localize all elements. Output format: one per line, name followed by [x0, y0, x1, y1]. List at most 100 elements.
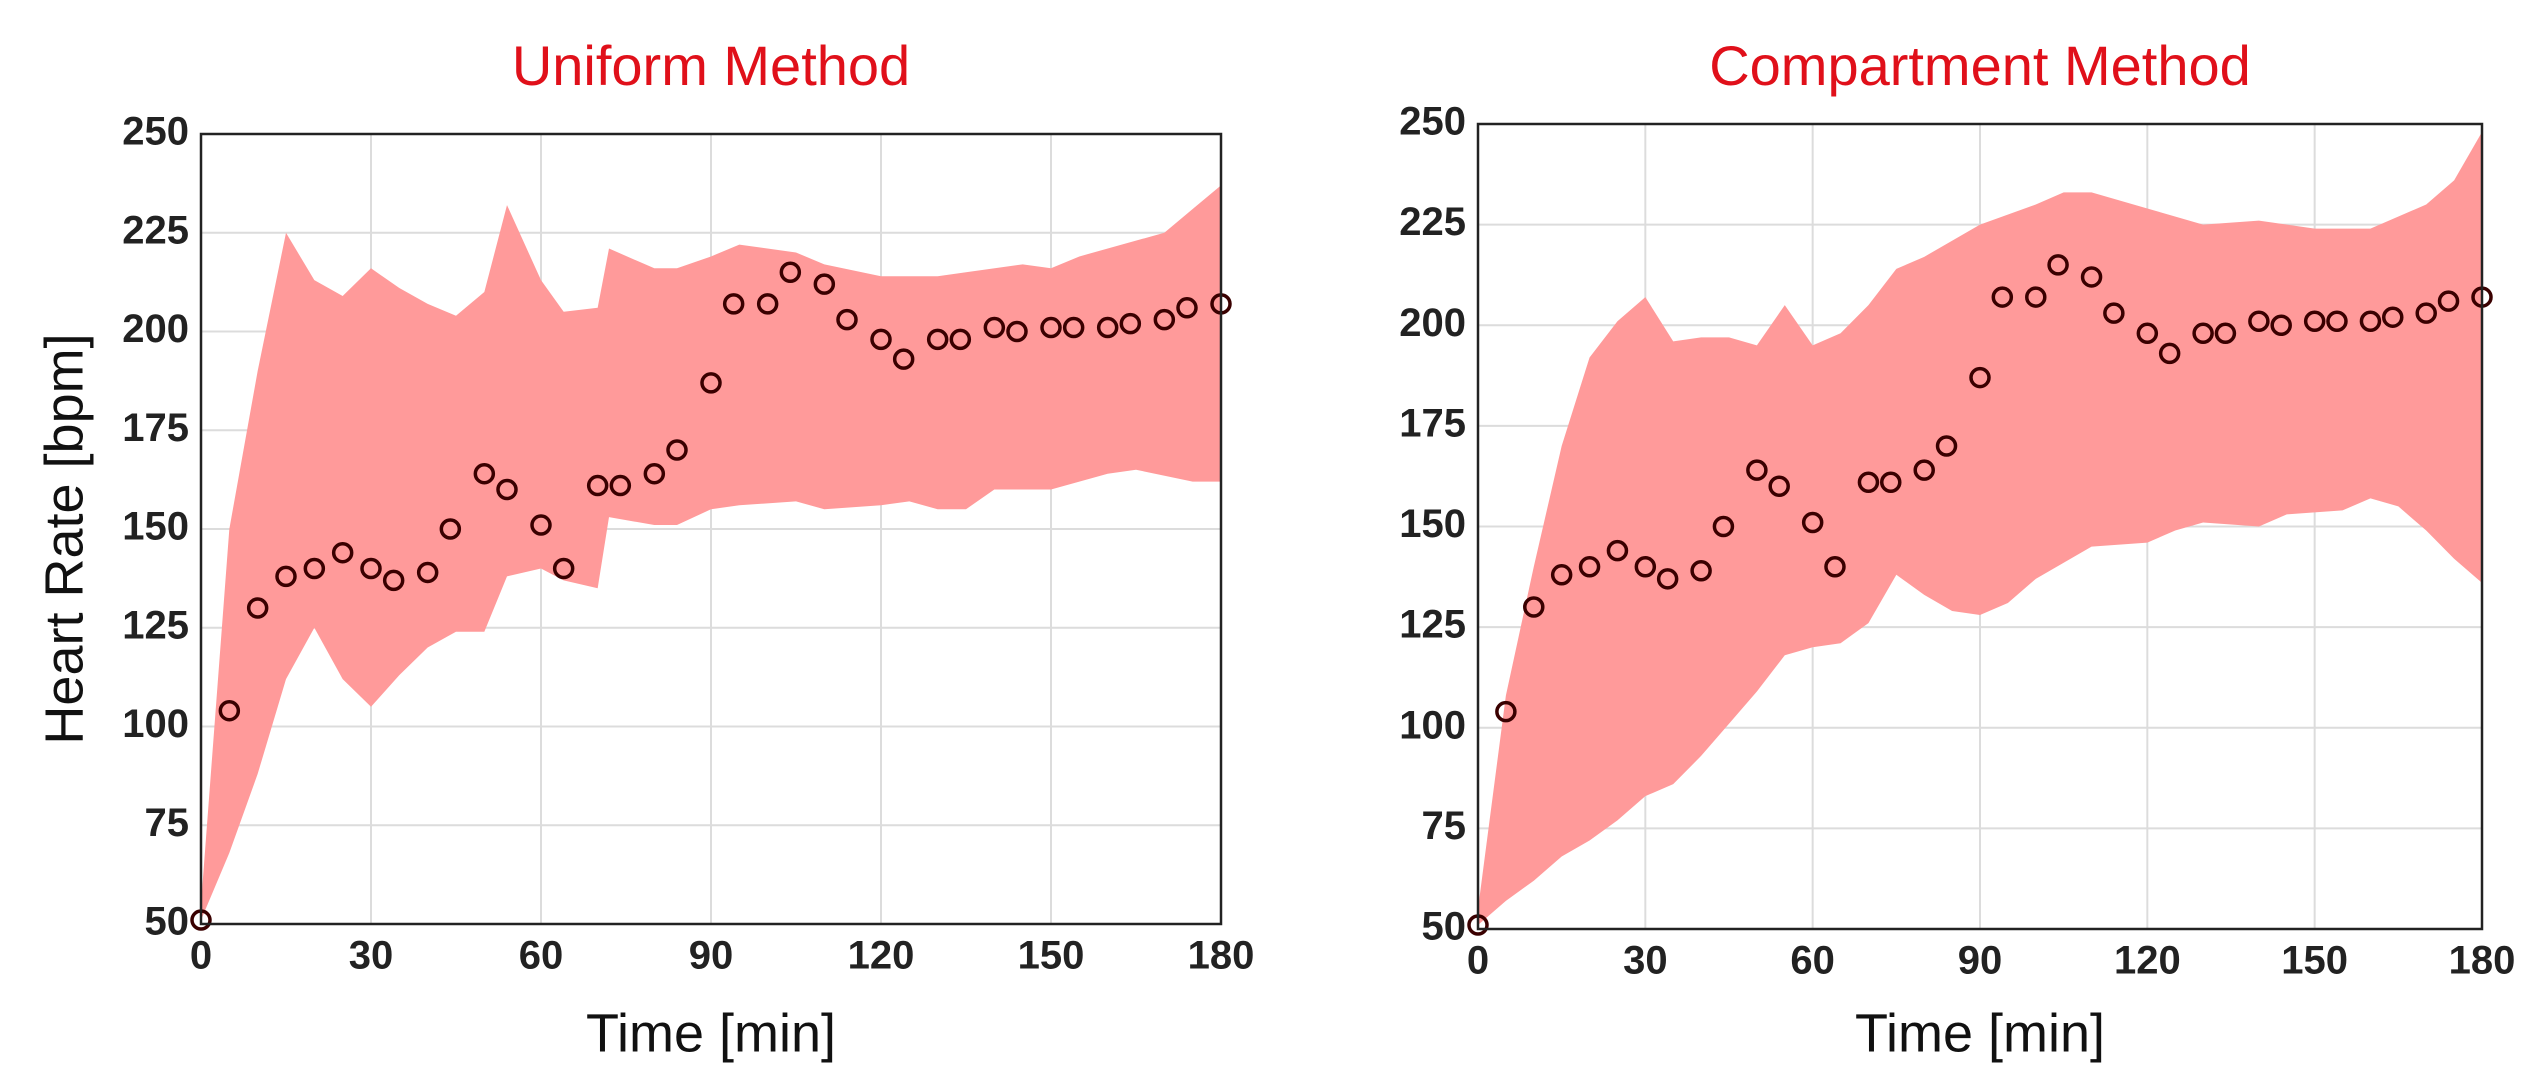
y-tick-label: 150	[1399, 502, 1466, 546]
point	[360, 557, 382, 580]
point	[836, 308, 858, 331]
point	[218, 699, 241, 722]
point	[496, 478, 518, 501]
point	[2270, 314, 2292, 336]
point	[416, 561, 439, 584]
y-tick-label: 250	[122, 110, 189, 154]
point	[700, 372, 722, 394]
y-tick-label: 75	[145, 801, 190, 845]
y-tick-label: 225	[122, 208, 189, 252]
point	[331, 541, 354, 564]
point	[1857, 471, 1880, 493]
y-tick-label: 225	[1399, 200, 1466, 244]
y-tick-label: 125	[1399, 603, 1466, 647]
point	[2437, 290, 2460, 312]
point	[1523, 596, 1545, 618]
y-axis-label: Heart Rate [bpm]	[34, 333, 94, 744]
x-tick-label: 0	[190, 934, 212, 978]
point	[1153, 308, 1176, 331]
y-tick-label: 200	[122, 307, 189, 351]
point	[1096, 316, 1119, 339]
point	[2192, 322, 2214, 345]
point	[246, 597, 269, 619]
point	[1119, 312, 1142, 335]
x-tick-label: 120	[2114, 939, 2181, 983]
y-tick-label: 100	[122, 702, 189, 746]
point	[1040, 316, 1062, 339]
point	[2158, 342, 2181, 365]
point	[1062, 316, 1085, 339]
x-tick-label: 150	[1018, 934, 1085, 978]
point	[609, 474, 632, 497]
point	[1935, 435, 1958, 457]
axes-box	[199, 132, 1223, 926]
y-tick-label: 175	[1399, 401, 1466, 445]
point	[2080, 266, 2103, 288]
point	[949, 328, 972, 351]
point	[2415, 302, 2437, 324]
chart-title: Compartment Method	[1709, 34, 2251, 97]
point	[2047, 254, 2069, 276]
point	[2136, 322, 2159, 345]
y-tick-label: 50	[1422, 905, 1467, 949]
y-tick-label: 125	[122, 603, 189, 647]
point	[1656, 568, 1679, 590]
point	[2303, 310, 2326, 332]
x-tick-label: 30	[1623, 939, 1668, 983]
point	[813, 273, 836, 295]
point	[1768, 475, 1790, 497]
point	[1606, 539, 1629, 562]
x-tick-label: 150	[2281, 939, 2348, 983]
point	[1690, 560, 1712, 582]
point	[2214, 322, 2237, 345]
axes-box	[1476, 122, 2484, 931]
x-tick-label: 90	[1958, 939, 2003, 983]
x-tick-label: 0	[1467, 939, 1489, 983]
point	[1550, 564, 1573, 586]
point	[1801, 511, 1824, 534]
x-tick-label: 90	[689, 934, 734, 978]
point	[552, 557, 575, 580]
point	[643, 462, 666, 485]
point	[382, 569, 405, 592]
point	[1495, 700, 1517, 723]
point	[666, 439, 688, 461]
point	[439, 518, 462, 540]
y-tick-label: 50	[145, 900, 190, 944]
point	[892, 348, 915, 370]
point	[1006, 320, 1028, 343]
x-tick-label: 60	[1790, 939, 1835, 983]
point	[1991, 286, 2014, 308]
point	[1969, 366, 1991, 389]
x-axis-label: Time [min]	[1855, 1003, 2105, 1063]
point	[1578, 556, 1601, 578]
band	[201, 185, 1221, 921]
point	[1712, 515, 1735, 538]
point	[926, 328, 949, 351]
point	[1176, 297, 1198, 319]
point	[2326, 310, 2348, 332]
point	[722, 293, 745, 315]
point	[983, 316, 1006, 339]
point	[1824, 556, 1846, 578]
chart-title: Uniform Method	[512, 34, 910, 97]
point	[530, 514, 552, 536]
y-tick-label: 250	[1399, 100, 1466, 144]
x-tick-label: 30	[349, 934, 394, 978]
point	[1634, 556, 1657, 578]
point	[1746, 459, 1768, 481]
point	[586, 474, 609, 497]
y-tick-label: 175	[122, 406, 189, 450]
point	[779, 261, 802, 283]
x-tick-label: 180	[1188, 934, 1255, 978]
point	[756, 293, 779, 315]
y-tick-label: 200	[1399, 301, 1466, 345]
point	[870, 328, 892, 351]
y-tick-label: 150	[122, 505, 189, 549]
point	[2025, 286, 2047, 308]
x-tick-label: 120	[848, 934, 915, 978]
point	[1913, 459, 1935, 481]
x-tick-label: 60	[519, 934, 564, 978]
point	[473, 462, 496, 485]
band	[1478, 132, 2482, 925]
